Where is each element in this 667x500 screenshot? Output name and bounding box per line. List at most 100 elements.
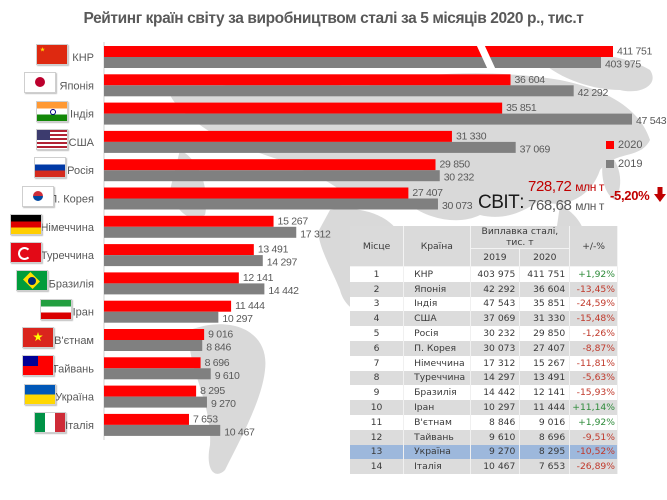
data-label-2019-row-13: 10 467: [224, 426, 255, 438]
bar-2020-row-10: [104, 329, 205, 340]
cell-2019: 30 073: [470, 340, 521, 356]
data-label-2020-row-7: 13 491: [258, 244, 289, 256]
category-label-row-9: Іран: [73, 307, 94, 319]
cell-rank: 5: [350, 326, 405, 341]
cell-change: -10,52%: [569, 444, 618, 460]
header-production: Виплавка сталі, тис. т: [470, 226, 571, 249]
table-row: 4 США 37 069 31 330 -15,48%: [350, 311, 618, 327]
bar-2020-row-12: [104, 385, 197, 397]
cell-change: -5,63%: [569, 370, 618, 386]
legend-label-2020: 2020: [618, 138, 643, 151]
cell-2019: 9 610: [470, 429, 521, 445]
data-label-2020-row-13: 7 653: [193, 413, 218, 425]
category-label-row-12: Україна: [55, 392, 95, 404]
cell-change: -24,59%: [569, 296, 618, 312]
table-row: 2 Японія 42 292 36 604 -13,45%: [350, 281, 618, 297]
flag-taiwan-icon: [22, 355, 54, 377]
cell-country: Німеччина: [403, 355, 471, 371]
cell-2020: 9 016: [519, 414, 571, 430]
cell-2019: 10 467: [470, 459, 521, 475]
cell-country: В'єтнам: [403, 414, 471, 430]
cell-rank: 8: [350, 370, 405, 386]
cell-rank: 13: [350, 444, 405, 460]
flag-iran-icon: [40, 298, 72, 320]
cell-2019: 10 297: [470, 400, 521, 415]
cell-rank: 14: [350, 459, 405, 475]
bar-2020-row-8: [104, 272, 239, 284]
table-row: 3 Індія 47 543 35 851 -24,59%: [350, 296, 618, 312]
bar-2020-row-13: [104, 413, 189, 425]
cell-2019: 30 232: [470, 326, 521, 341]
cell-2020: 31 330: [519, 311, 571, 327]
header-change: +/-%: [569, 226, 618, 267]
world-value-2019-number: 768,68: [528, 197, 572, 214]
data-label-2020-row-9: 11 444: [235, 300, 265, 312]
category-label-row-5: П. Корея: [49, 194, 94, 206]
legend-item-2020: 2020: [606, 135, 642, 154]
bar-2019-row-13: [104, 424, 221, 436]
world-value-2020: 728,72 млн т: [528, 178, 604, 196]
flag-usa-icon: [36, 128, 68, 150]
world-value-2020-number: 728,72: [528, 178, 572, 195]
cell-change: -11,81%: [569, 355, 618, 371]
data-label-2020-row-3: 31 330: [456, 130, 487, 142]
data-label-2020-row-4: 29 850: [440, 159, 471, 171]
legend-swatch-2019: [606, 159, 614, 168]
cell-2019: 42 292: [470, 281, 521, 297]
cell-country: Бразилія: [403, 385, 471, 401]
header-2019: 2019: [470, 248, 521, 267]
cell-change: +1,92%: [569, 414, 618, 430]
cell-2020: 35 851: [519, 296, 571, 312]
table-row: 11 В'єтнам 8 846 9 016 +1,92%: [350, 414, 618, 430]
category-label-row-8: Бразилія: [49, 278, 94, 290]
cell-2020: 15 267: [519, 355, 571, 371]
table-row: 7 Німеччина 17 312 15 267 -11,81%: [350, 355, 618, 371]
bar-2020-row-9: [104, 300, 232, 312]
data-label-2019-row-11: 9 610: [215, 370, 240, 382]
axis-break-mark: [476, 44, 496, 70]
category-labels: КНР Японія Індія США Росія П. Корея Німеччина Т…: [40, 52, 94, 432]
cell-change: -13,45%: [569, 281, 618, 297]
world-total: СВІТ: 728,72 млн т 768,68 млн т -5,20%: [478, 178, 667, 218]
bar-2020-row-1: [104, 74, 511, 86]
cell-2019: 17 312: [470, 355, 521, 371]
data-label-2020-row-2: 35 851: [506, 102, 537, 114]
data-label-2019-row-8: 14 442: [268, 285, 299, 297]
category-label-row-10: В'єтнам: [54, 335, 94, 347]
bar-2019-row-4: [104, 170, 440, 182]
data-label-2019-row-5: 30 073: [442, 200, 473, 212]
bar-2019-row-2: [104, 113, 632, 125]
south-america-shape: [190, 324, 266, 474]
flag-italy-icon: [34, 411, 66, 433]
data-label-2019-row-3: 37 069: [520, 143, 551, 155]
legend: 2020 2019: [606, 135, 642, 173]
bar-2020-row-5: [104, 187, 409, 199]
cell-change: +1,92%: [569, 266, 618, 282]
cell-2019: 9 270: [470, 444, 521, 460]
flag-china-icon: [36, 44, 68, 65]
category-label-row-1: Японія: [60, 80, 95, 92]
cell-country: Італія: [403, 459, 471, 475]
data-label-2020-row-6: 15 267: [278, 215, 309, 227]
cell-change: -9,51%: [569, 429, 618, 445]
header-country: Країна: [403, 226, 471, 267]
cell-country: Туреччина: [403, 370, 471, 386]
cell-change: -15,48%: [569, 311, 618, 327]
table-row: 6 П. Корея 30 073 27 407 -8,87%: [350, 340, 618, 356]
bar-2019-row-1: [104, 85, 574, 97]
cell-2020: 12 141: [519, 385, 571, 401]
flag-germany-icon: [10, 213, 42, 235]
cell-2020: 8 295: [519, 444, 571, 460]
world-change: -5,20%: [610, 188, 650, 203]
bar-2019-row-9: [104, 311, 219, 323]
cell-2019: 14 297: [470, 370, 521, 386]
cell-change: +11,14%: [569, 400, 618, 415]
cell-2020: 411 751: [519, 266, 571, 282]
legend-swatch-2020: [606, 140, 614, 149]
data-label-2019-row-1: 42 292: [578, 87, 609, 99]
bar-2019-row-8: [104, 283, 265, 295]
flag-ukraine-icon: [24, 383, 56, 405]
cell-rank: 2: [350, 281, 405, 297]
cell-rank: 4: [350, 311, 405, 327]
